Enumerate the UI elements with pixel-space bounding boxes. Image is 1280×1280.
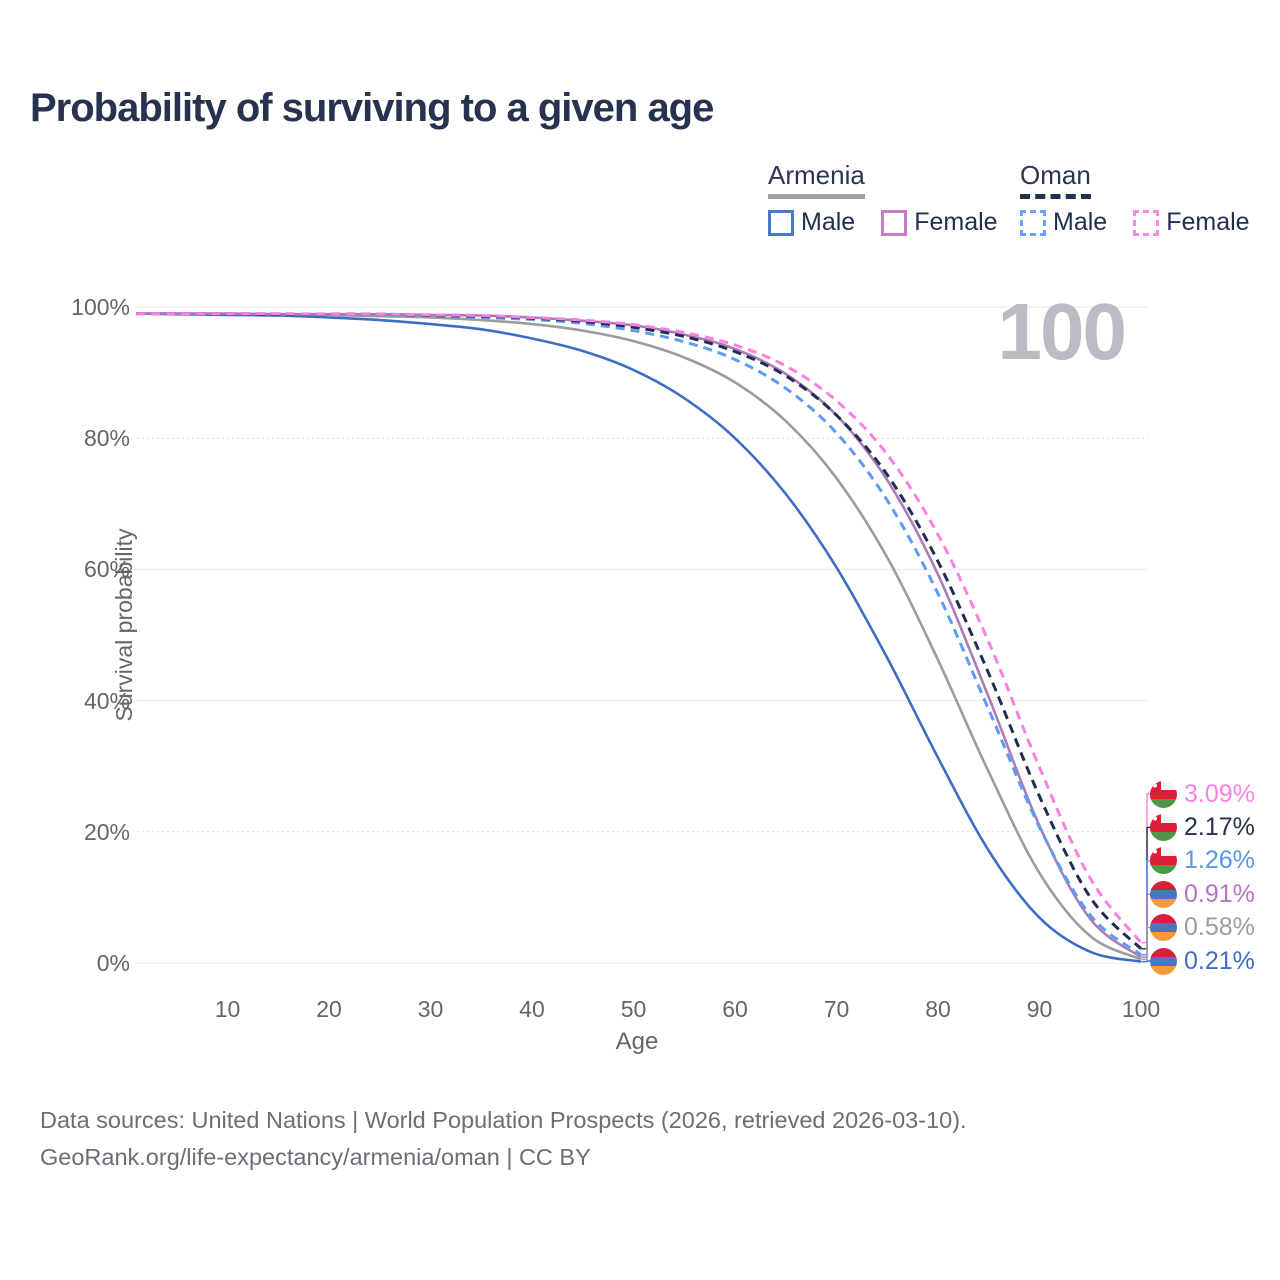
legend-country-oman[interactable]: Oman bbox=[1020, 160, 1091, 199]
legend-swatch-armenia-male[interactable] bbox=[768, 209, 794, 236]
curve-armenia-both-sexes bbox=[136, 312, 1142, 961]
y-tick-60%: 60% bbox=[83, 556, 130, 583]
x-tick-100: 100 bbox=[1121, 996, 1161, 1022]
x-tick-50: 50 bbox=[620, 996, 647, 1022]
legend-item-armenia-male[interactable]: Male bbox=[768, 208, 855, 237]
legend-item-oman-female[interactable]: Female bbox=[1133, 208, 1250, 237]
end-label-oman-male: 1.26% bbox=[1150, 845, 1255, 877]
legend-swatch-armenia-female[interactable] bbox=[881, 209, 908, 236]
x-tick-30: 30 bbox=[417, 996, 444, 1022]
y-tick-0%: 0% bbox=[96, 950, 130, 976]
x-axis-title: Age bbox=[615, 1028, 659, 1055]
legend-item-oman-male[interactable]: Male bbox=[1020, 208, 1107, 237]
legend-row-armenia: Male Female bbox=[768, 208, 998, 237]
curve-oman-male bbox=[136, 312, 1142, 956]
end-label-value: 2.17% bbox=[1184, 812, 1255, 841]
curve-oman-female bbox=[136, 312, 1143, 944]
legend-swatch-oman-male[interactable] bbox=[1020, 209, 1046, 236]
end-label-armenia-male: 0.21% bbox=[1150, 945, 1255, 977]
legend-group-oman: Oman Male Female bbox=[1020, 160, 1250, 237]
end-label-value: 0.91% bbox=[1184, 879, 1255, 908]
legend-group-armenia: Armenia Male Female bbox=[768, 160, 998, 237]
watermark-age-100: 100 bbox=[997, 287, 1127, 376]
footer-data-sources: Data sources: United Nations | World Pop… bbox=[40, 1107, 967, 1133]
y-tick-40%: 40% bbox=[83, 687, 130, 714]
end-label-value: 3.09% bbox=[1184, 779, 1255, 808]
legend-label-oman-female: Female bbox=[1166, 208, 1250, 236]
end-label-value: 1.26% bbox=[1184, 846, 1255, 875]
x-tick-20: 20 bbox=[316, 996, 342, 1022]
y-tick-80%: 80% bbox=[83, 425, 130, 452]
y-tick-20%: 20% bbox=[83, 818, 130, 845]
end-label-oman-female: 3.09% bbox=[1150, 778, 1255, 810]
y-tick-100%: 100% bbox=[71, 294, 130, 320]
x-tick-70: 70 bbox=[823, 996, 850, 1022]
flag-icon-oman bbox=[1150, 813, 1177, 841]
x-tick-80: 80 bbox=[925, 996, 951, 1022]
end-label-value: 0.58% bbox=[1184, 913, 1255, 942]
end-label-armenia-both-sexes: 0.58% bbox=[1150, 912, 1255, 944]
flag-icon-armenia bbox=[1150, 947, 1177, 975]
end-label-connector bbox=[1141, 960, 1151, 963]
legend-label-armenia-male: Male bbox=[801, 208, 856, 236]
legend-country-armenia[interactable]: Armenia bbox=[768, 160, 865, 199]
footer-attribution: GeoRank.org/life-expectancy/armenia/oman… bbox=[40, 1144, 591, 1170]
end-label-value: 0.21% bbox=[1184, 946, 1255, 975]
flag-icon-armenia bbox=[1150, 880, 1177, 908]
x-tick-90: 90 bbox=[1026, 996, 1053, 1022]
flag-icon-armenia bbox=[1150, 914, 1177, 942]
x-tick-10: 10 bbox=[214, 996, 241, 1022]
legend-swatch-oman-female[interactable] bbox=[1133, 209, 1160, 236]
x-tick-40: 40 bbox=[519, 996, 545, 1022]
curve-armenia-female bbox=[136, 312, 1142, 959]
end-label-connector bbox=[1141, 893, 1151, 958]
flag-icon-oman bbox=[1150, 780, 1177, 808]
curve-oman-both-sexes bbox=[136, 312, 1143, 950]
end-label-armenia-female: 0.91% bbox=[1150, 878, 1255, 910]
legend-row-oman: Male Female bbox=[1020, 208, 1250, 237]
legend-label-armenia-female: Female bbox=[914, 208, 998, 236]
legend-item-armenia-female[interactable]: Female bbox=[881, 208, 998, 237]
page-title: Probability of surviving to a given age bbox=[30, 86, 714, 130]
legend-label-oman-male: Male bbox=[1053, 208, 1108, 236]
curve-armenia-male bbox=[136, 312, 1142, 963]
x-tick-60: 60 bbox=[722, 996, 748, 1022]
end-label-oman-both-sexes: 2.17% bbox=[1150, 811, 1255, 843]
end-label-connector bbox=[1141, 926, 1151, 960]
flag-icon-oman bbox=[1150, 847, 1177, 875]
